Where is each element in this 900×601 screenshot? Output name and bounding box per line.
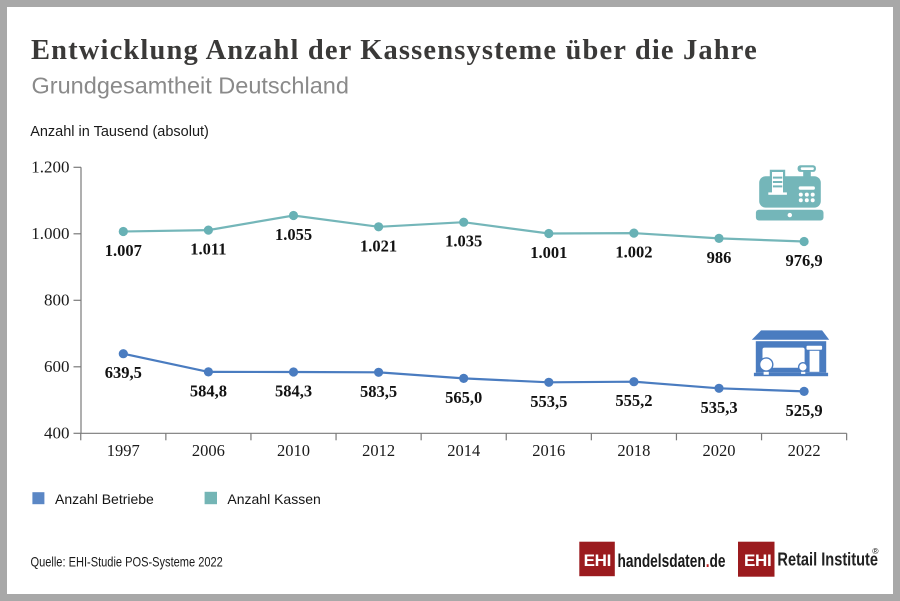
svg-text:2018: 2018 bbox=[617, 441, 650, 460]
svg-text:565,0: 565,0 bbox=[445, 388, 482, 407]
svg-text:1.021: 1.021 bbox=[360, 236, 397, 255]
svg-text:1.200: 1.200 bbox=[31, 157, 69, 176]
svg-text:EHI: EHI bbox=[744, 551, 771, 570]
svg-text:1.002: 1.002 bbox=[615, 243, 652, 262]
svg-text:Anzahl in Tausend (absolut): Anzahl in Tausend (absolut) bbox=[30, 124, 209, 140]
svg-text:986: 986 bbox=[707, 248, 732, 267]
svg-text:525,9: 525,9 bbox=[786, 401, 823, 420]
svg-text:584,8: 584,8 bbox=[190, 381, 227, 400]
svg-text:1997: 1997 bbox=[107, 441, 140, 460]
svg-text:553,5: 553,5 bbox=[530, 392, 567, 411]
svg-text:Quelle: EHI-Studie POS-Systeme: Quelle: EHI-Studie POS-Systeme 2022 bbox=[31, 554, 223, 569]
svg-text:2014: 2014 bbox=[447, 441, 480, 460]
svg-text:583,5: 583,5 bbox=[360, 382, 397, 401]
svg-text:400: 400 bbox=[44, 423, 70, 442]
svg-text:Grundgesamtheit Deutschland: Grundgesamtheit Deutschland bbox=[32, 73, 349, 99]
svg-text:2010: 2010 bbox=[277, 441, 310, 460]
svg-text:800: 800 bbox=[44, 290, 70, 309]
svg-text:584,3: 584,3 bbox=[275, 382, 312, 401]
svg-text:EHI: EHI bbox=[584, 551, 611, 570]
svg-text:Anzahl Kassen: Anzahl Kassen bbox=[227, 491, 320, 507]
svg-text:1.000: 1.000 bbox=[31, 224, 69, 243]
svg-text:2020: 2020 bbox=[703, 441, 736, 460]
svg-text:1.007: 1.007 bbox=[105, 241, 142, 260]
svg-text:555,2: 555,2 bbox=[615, 391, 652, 410]
svg-text:1.001: 1.001 bbox=[530, 243, 567, 262]
svg-text:2022: 2022 bbox=[788, 441, 821, 460]
svg-text:2012: 2012 bbox=[362, 441, 395, 460]
svg-text:Retail Institute: Retail Institute bbox=[777, 549, 878, 570]
svg-text:1.011: 1.011 bbox=[190, 240, 226, 259]
svg-text:®: ® bbox=[872, 546, 879, 556]
svg-text:1.035: 1.035 bbox=[445, 232, 482, 251]
svg-text:handelsdaten.de: handelsdaten.de bbox=[618, 551, 726, 571]
svg-text:2006: 2006 bbox=[192, 441, 225, 460]
svg-text:2016: 2016 bbox=[532, 441, 565, 460]
svg-text:1.055: 1.055 bbox=[275, 225, 312, 244]
svg-text:Anzahl Betriebe: Anzahl Betriebe bbox=[55, 491, 154, 507]
svg-text:976,9: 976,9 bbox=[786, 251, 823, 270]
svg-text:Entwicklung Anzahl der Kassens: Entwicklung Anzahl der Kassensysteme übe… bbox=[31, 35, 758, 66]
svg-text:535,3: 535,3 bbox=[700, 398, 737, 417]
svg-text:600: 600 bbox=[44, 357, 70, 376]
svg-text:639,5: 639,5 bbox=[105, 363, 142, 382]
